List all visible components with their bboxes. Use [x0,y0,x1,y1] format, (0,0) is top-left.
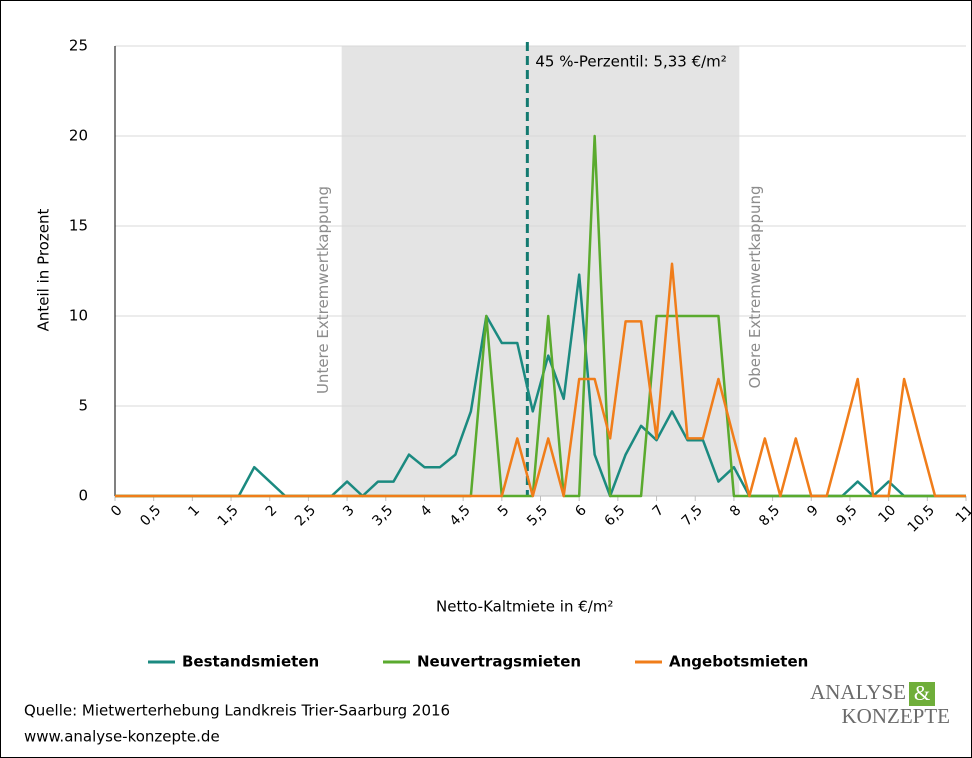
y-axis-label: Anteil in Prozent [35,209,53,332]
y-tick-label: 0 [78,487,88,505]
shaded-range [341,46,740,496]
y-tick-label: 5 [78,397,88,415]
y-tick-label: 25 [69,37,88,55]
legend-label: Neuvertragsmieten [417,653,581,671]
annotation: 45 %-Perzentil: 5,33 €/m² [535,53,726,71]
logo-amp: & [914,681,930,705]
source-url: www.analyse-konzepte.de [24,728,220,746]
y-tick-label: 15 [69,217,88,235]
logo-text: KONZEPTE [842,704,951,728]
y-tick-label: 20 [69,127,88,145]
legend-label: Angebotsmieten [669,653,808,671]
source: Quelle: Mietwerterhebung Landkreis Trier… [24,702,450,720]
annotation: Untere Extremwertkappung [314,186,332,394]
series-line [115,262,966,498]
legend-label: Bestandsmieten [182,653,319,671]
annotation: Obere Extremwertkappung [746,185,764,388]
logo-box [909,682,935,706]
logo-text: ANALYSE [810,680,906,704]
y-tick-label: 10 [69,307,88,325]
x-axis-label: Netto-Kaltmiete in €/m² [436,598,613,616]
